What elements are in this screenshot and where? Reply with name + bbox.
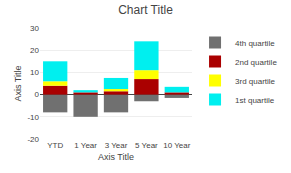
svg-text:10 Year: 10 Year (163, 141, 190, 150)
svg-text:4th quartile: 4th quartile (235, 39, 275, 48)
svg-text:1 Year: 1 Year (74, 141, 97, 150)
svg-text:30: 30 (30, 24, 39, 33)
svg-text:Chart Title: Chart Title (118, 3, 173, 17)
svg-text:Axis Title: Axis Title (98, 152, 134, 162)
svg-text:20: 20 (30, 46, 39, 55)
svg-text:5 Year: 5 Year (135, 141, 158, 150)
svg-text:-10: -10 (27, 113, 39, 122)
svg-text:3rd quartile: 3rd quartile (235, 77, 276, 86)
svg-text:10: 10 (30, 68, 39, 77)
svg-text:Axis Title: Axis Title (13, 65, 23, 101)
svg-text:-20: -20 (27, 135, 39, 144)
svg-text:1st quartile: 1st quartile (235, 96, 275, 105)
svg-text:3 Year: 3 Year (105, 141, 128, 150)
svg-text:YTD: YTD (47, 141, 63, 150)
svg-text:0: 0 (35, 90, 40, 99)
svg-text:2nd quartile: 2nd quartile (235, 58, 277, 67)
